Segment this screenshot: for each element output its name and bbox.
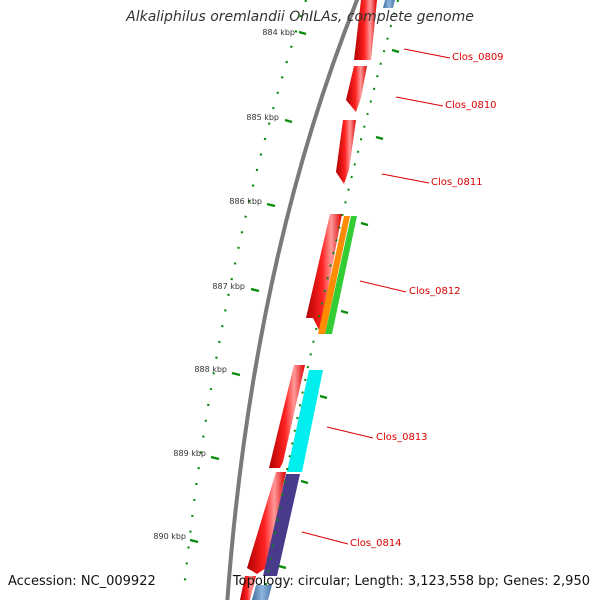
gene-label-clos-0809[interactable]: Clos_0809 [452, 52, 504, 63]
kbp-label: 884 kbp [262, 28, 295, 37]
map-title: Alkaliphilus oremlandii OhILAs, complete… [126, 9, 474, 25]
gene-label-clos-0812[interactable]: Clos_0812 [409, 286, 461, 297]
cds-arrow-0814 [247, 472, 286, 574]
orange-feature [318, 216, 350, 334]
gene-label-clos-0810[interactable]: Clos_0810 [445, 100, 497, 111]
kbp-label: 889 kbp [173, 449, 206, 458]
kbp-label: 890 kbp [153, 532, 186, 541]
green-feature [325, 216, 357, 334]
outer-tick-marks [278, 48, 400, 570]
purple-feature [263, 474, 300, 576]
accession-text: Accession: NC_009922 [8, 574, 156, 589]
cds-arrow-0810 [346, 66, 367, 112]
cds-arrow-0813 [269, 365, 305, 468]
gene-leader-lines [301, 48, 451, 545]
gene-label-clos-0811[interactable]: Clos_0811 [431, 177, 483, 188]
kbp-tick-marks [189, 30, 307, 544]
gene-label-clos-0814[interactable]: Clos_0814 [350, 538, 402, 549]
blue-feature-top [383, 0, 395, 8]
kbp-label: 885 kbp [246, 113, 279, 122]
cds-arrow-bottom [240, 576, 256, 600]
backbone [225, 0, 360, 600]
cds-arrow-0811 [336, 120, 356, 184]
kbp-label: 886 kbp [229, 197, 262, 206]
cds-arrow-0809 [354, 0, 377, 60]
blue-feature-bottom [252, 585, 272, 600]
backbone-halo [218, 0, 366, 600]
gene-label-clos-0813[interactable]: Clos_0813 [376, 432, 428, 443]
cds-arrow-0812 [306, 214, 342, 332]
genome-summary-text: Topology: circular; Length: 3,123,558 bp… [232, 574, 590, 589]
kbp-label: 887 kbp [212, 282, 245, 291]
kbp-label: 888 kbp [194, 365, 227, 374]
cyan-feature [287, 370, 323, 472]
